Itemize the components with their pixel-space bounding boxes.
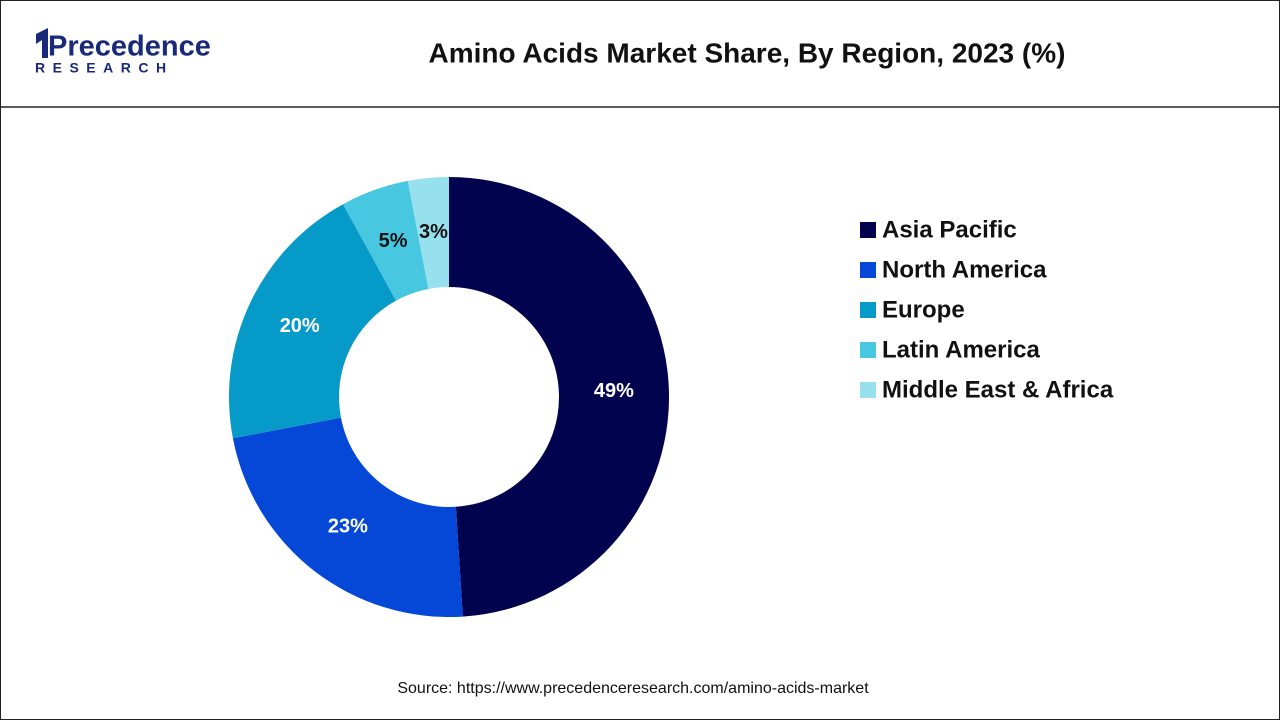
legend-label: Europe bbox=[882, 296, 965, 323]
chart-title: Amino Acids Market Share, By Region, 202… bbox=[429, 37, 1066, 68]
legend-label: North America bbox=[882, 256, 1047, 283]
logo-tagline: RESEARCH bbox=[35, 60, 174, 76]
legend-swatch bbox=[860, 262, 876, 278]
logo: Precedence RESEARCH bbox=[35, 28, 211, 76]
data-label: 23% bbox=[328, 516, 368, 538]
legend-label: Latin America bbox=[882, 336, 1040, 363]
legend-swatch bbox=[860, 342, 876, 358]
donut-slice bbox=[232, 417, 463, 617]
legend-swatch bbox=[860, 302, 876, 318]
source: Source: https://www.precedenceresearch.c… bbox=[397, 680, 869, 697]
legend-label: Asia Pacific bbox=[882, 216, 1017, 243]
data-label: 5% bbox=[379, 230, 408, 252]
data-label: 3% bbox=[419, 221, 448, 243]
legend-label: Middle East & Africa bbox=[882, 376, 1114, 403]
donut-slice bbox=[407, 177, 449, 289]
donut-slice bbox=[343, 180, 429, 301]
data-label: 49% bbox=[594, 380, 634, 402]
data-label: 20% bbox=[280, 315, 320, 337]
donut-slice bbox=[449, 177, 669, 617]
logo-icon bbox=[36, 28, 48, 58]
legend-swatch bbox=[860, 222, 876, 238]
logo-name: Precedence bbox=[48, 31, 211, 63]
donut-slice bbox=[228, 204, 397, 439]
legend-swatch bbox=[860, 382, 876, 398]
